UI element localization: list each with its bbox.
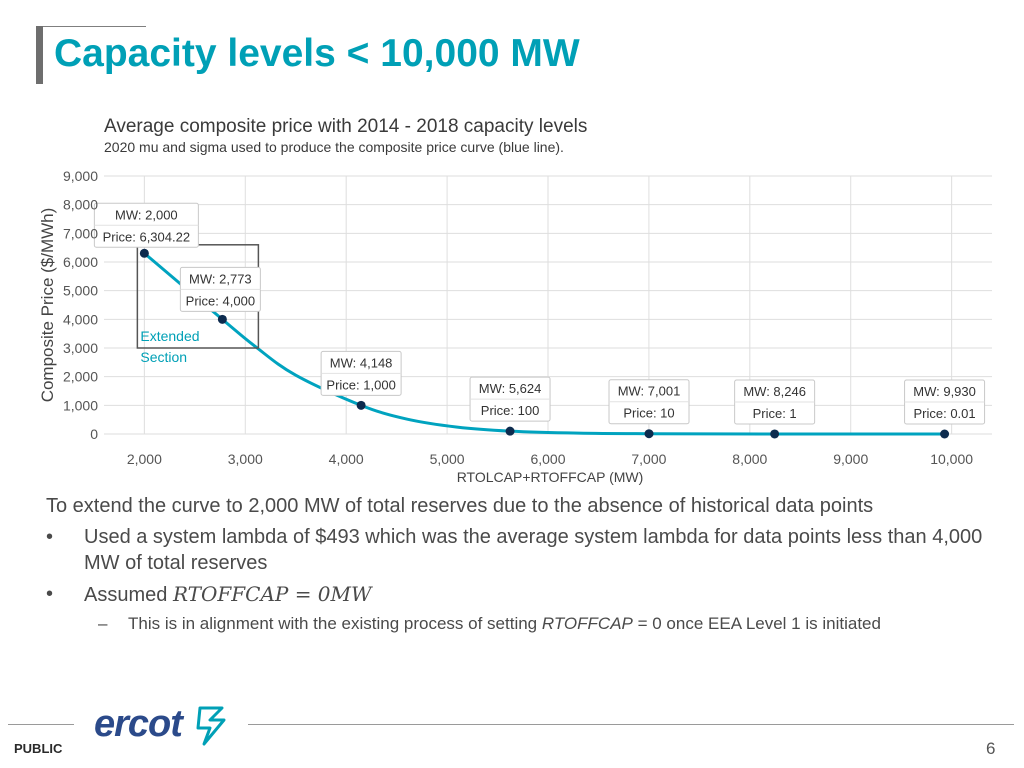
- tooltip-price-label: Price: 100: [481, 403, 540, 418]
- tooltip-mw-label: MW: 8,246: [743, 384, 806, 399]
- y-tick-label: 9,000: [63, 168, 98, 184]
- y-tick-label: 2,000: [63, 369, 98, 385]
- page-number: 6: [986, 739, 996, 758]
- y-tick-label: 3,000: [63, 340, 98, 356]
- price-curve-line: [143, 252, 945, 436]
- data-point: [356, 400, 366, 410]
- chart-title: Average composite price with 2014 - 2018…: [104, 116, 587, 137]
- bullet-item: • Used a system lambda of $493 which was…: [46, 524, 986, 576]
- bullet-item: • Assumed RTOFFCAP = 0MW: [46, 581, 986, 608]
- slide-title: Capacity levels < 10,000 MW: [54, 32, 580, 75]
- x-tick-label: 7,000: [631, 451, 666, 467]
- chart-points: [139, 248, 950, 439]
- data-point: [770, 429, 780, 439]
- tooltip-price-label: Price: 0.01: [913, 406, 975, 421]
- tooltip-price-label: Price: 1: [753, 406, 797, 421]
- tooltip-price-label: Price: 1,000: [326, 377, 395, 392]
- data-point: [217, 314, 227, 324]
- x-tick-label: 10,000: [930, 451, 973, 467]
- tooltip-price-label: Price: 4,000: [186, 293, 255, 308]
- ercot-logo: ercot: [94, 703, 226, 746]
- y-tick-label: 6,000: [63, 254, 98, 270]
- x-tick-label: 6,000: [530, 451, 565, 467]
- bullet-dot: •: [46, 526, 54, 548]
- tooltip-price-label: Price: 10: [623, 406, 674, 421]
- x-tick-label: 3,000: [228, 451, 263, 467]
- y-tick-label: 7,000: [63, 225, 98, 241]
- footer-rule-right: [248, 724, 1014, 725]
- data-point: [505, 426, 515, 436]
- annotation-line-2: Section: [140, 349, 187, 365]
- bullet-text: Used a system lambda of $493 which was t…: [84, 526, 983, 574]
- sub-bullet-italic: RTOFFCAP: [541, 614, 633, 633]
- title-accent-bar: [36, 26, 43, 84]
- y-tick-label: 8,000: [63, 197, 98, 213]
- x-tick-label: 8,000: [732, 451, 767, 467]
- y-tick-label: 1,000: [63, 397, 98, 413]
- math-expression: RTOFFCAP = 0MW: [172, 582, 372, 606]
- tooltip-price-label: Price: 6,304.22: [103, 229, 190, 244]
- chart-point-labels: MW: 2,000 Price: 6,304.22 MW: 2,773 Price: …: [93, 202, 986, 425]
- sub-bullet-item: – This is in alignment with the existing…: [46, 612, 986, 635]
- data-point: [139, 248, 149, 258]
- annotation-line-1: Extended: [140, 328, 199, 344]
- slide-body: To extend the curve to 2,000 MW of total…: [46, 493, 986, 635]
- tooltip-mw-label: MW: 2,773: [189, 271, 252, 286]
- chart-text: 0 1,000 2,000 3,000 4,000 5,000 6,000 7,000 8,00…: [38, 116, 973, 485]
- tooltip-mw-label: MW: 4,148: [330, 355, 393, 370]
- lightning-bolt-icon: [196, 706, 226, 746]
- data-point: [644, 429, 654, 439]
- composite-price-chart: Extended Section MW: 2,000 Price: 6,304.22…: [38, 116, 992, 485]
- x-axis-label: RTOLCAP+RTOFFCAP (MW): [457, 469, 644, 485]
- tooltip-mw-label: MW: 9,930: [913, 384, 976, 399]
- x-tick-label: 5,000: [430, 451, 465, 467]
- y-tick-label: 5,000: [63, 283, 98, 299]
- bullet-dot: •: [46, 583, 54, 605]
- sub-bullet-dash: –: [98, 614, 108, 633]
- x-tick-label: 2,000: [127, 451, 162, 467]
- x-tick-label: 4,000: [329, 451, 364, 467]
- title-rule: [36, 26, 146, 27]
- y-axis-label: Composite Price ($/MWh): [38, 208, 57, 403]
- classification-label: PUBLIC: [14, 741, 63, 756]
- tooltip-mw-label: MW: 5,624: [479, 381, 542, 396]
- logo-wordmark: ercot: [94, 703, 184, 745]
- y-tick-label: 4,000: [63, 311, 98, 327]
- chart-series: [143, 252, 945, 436]
- bullet-text: Assumed: [84, 584, 173, 606]
- sub-bullet-text-end: = 0 once EEA Level 1 is initiated: [632, 614, 881, 633]
- sub-bullet-text: This is in alignment with the existing p…: [128, 614, 542, 633]
- intro-text: To extend the curve to 2,000 MW of total…: [46, 495, 874, 517]
- x-tick-label: 9,000: [833, 451, 868, 467]
- tooltip-mw-label: MW: 7,001: [618, 384, 681, 399]
- data-point: [940, 429, 950, 439]
- footer-rule-left: [8, 724, 74, 725]
- chart-subtitle: 2020 mu and sigma used to produce the co…: [104, 139, 564, 155]
- y-tick-label: 0: [90, 426, 98, 442]
- tooltip-mw-label: MW: 2,000: [115, 207, 178, 222]
